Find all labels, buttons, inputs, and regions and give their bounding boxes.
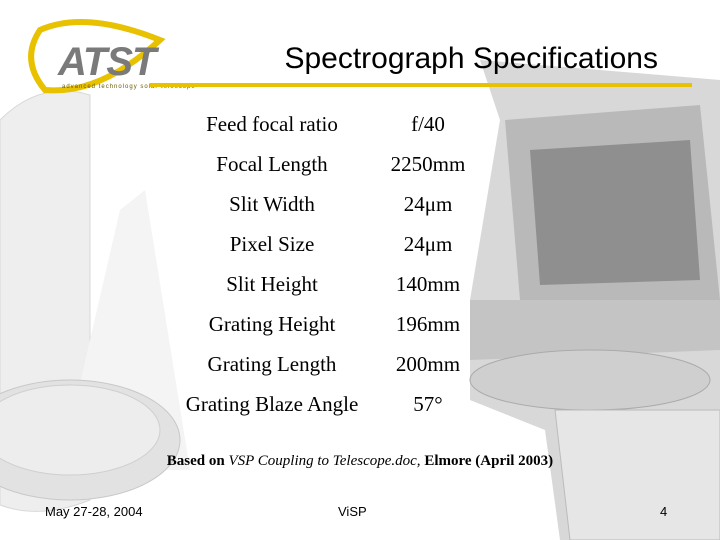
spec-table: Feed focal ratio f/40 Focal Length 2250mm Sl… <box>166 104 478 424</box>
title-rule <box>150 83 692 87</box>
spec-row: Grating Blaze Angle 57° <box>166 384 478 424</box>
source-note: Based on VSP Coupling to Telescope.doc, … <box>0 453 720 470</box>
spec-value: f/40 <box>411 111 445 136</box>
spec-value: 200mm <box>395 351 461 376</box>
spec-row: Focal Length 2250mm <box>166 144 478 184</box>
note-suffix: Elmore (April 2003) <box>424 453 554 469</box>
spec-name: Grating Blaze Angle <box>185 391 359 416</box>
spec-value: 2250mm <box>390 151 466 176</box>
slide-title: Spectrograph Specifications <box>284 42 658 75</box>
spec-value: 24μm <box>403 231 453 256</box>
spec-value: 24μm <box>403 191 453 216</box>
spec-name: Slit Width <box>229 191 315 216</box>
spec-row: Pixel Size 24μm <box>166 224 478 264</box>
spec-row: Slit Height 140mm <box>166 264 478 304</box>
spec-value: 196mm <box>395 311 461 336</box>
spec-value: 57° <box>413 391 443 416</box>
spec-name: Feed focal ratio <box>206 111 338 136</box>
spec-value: 140mm <box>395 271 461 296</box>
spec-name: Grating Length <box>207 351 337 376</box>
spec-row: Feed focal ratio f/40 <box>166 104 478 144</box>
spec-name: Slit Height <box>226 271 318 296</box>
spec-row: Grating Length 200mm <box>166 344 478 384</box>
spec-name: Pixel Size <box>229 231 315 256</box>
note-document: VSP Coupling to Telescope.doc, <box>228 453 421 469</box>
logo-tagline: advanced technology solar telescope <box>62 84 196 90</box>
spec-name: Grating Height <box>208 311 336 336</box>
spec-row: Grating Height 196mm <box>166 304 478 344</box>
footer-date: May 27-28, 2004 <box>45 504 143 519</box>
footer-page: 4 <box>660 504 668 519</box>
logo-text: ATST <box>58 40 156 84</box>
note-prefix: Based on <box>166 453 225 469</box>
footer-center: ViSP <box>338 504 367 519</box>
spec-name: Focal Length <box>216 151 328 176</box>
spec-row: Slit Width 24μm <box>166 184 478 224</box>
